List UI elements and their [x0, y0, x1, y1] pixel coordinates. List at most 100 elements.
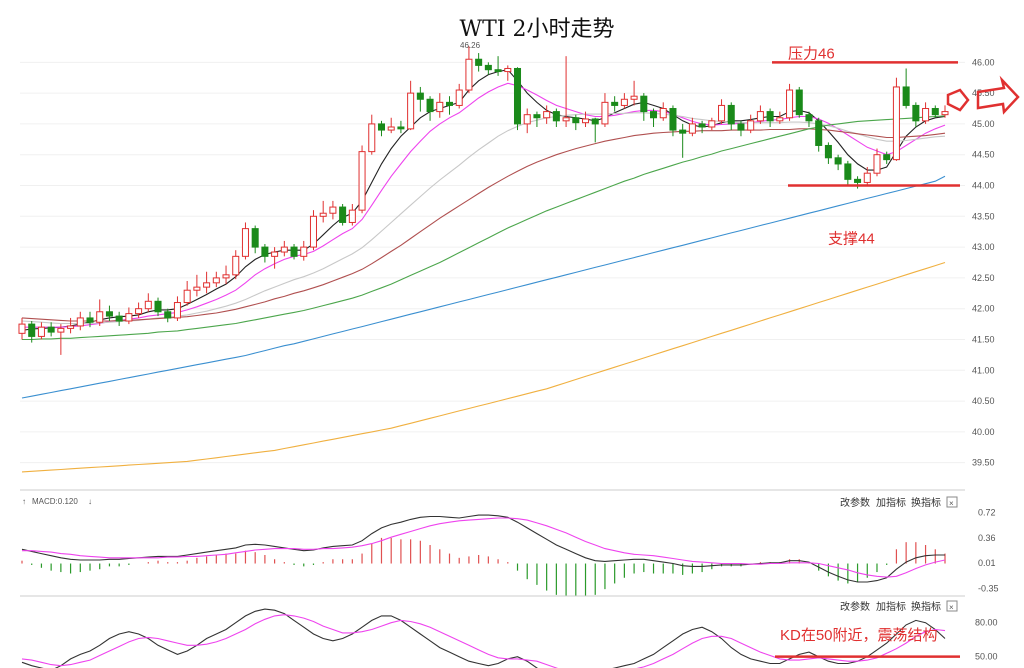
candle-body	[18, 323, 26, 334]
macd-up-icon: ↑	[22, 497, 26, 506]
candle-body	[407, 92, 415, 130]
candle-body	[815, 120, 823, 146]
candle-body	[513, 67, 522, 125]
candle-body	[727, 104, 735, 125]
ma-line-2	[21, 112, 946, 325]
candle-body	[135, 308, 143, 315]
candle-body	[931, 108, 939, 116]
price-tick-label: 43.00	[972, 242, 995, 252]
candle-body	[786, 89, 794, 119]
candle-body	[766, 111, 774, 122]
candle-body	[824, 144, 832, 159]
kd-d-line	[21, 614, 946, 668]
right-arrow-icon	[946, 75, 1020, 115]
candle-body	[562, 117, 570, 122]
candle-body	[475, 58, 483, 66]
candle-body	[854, 178, 862, 183]
candle-body	[290, 246, 298, 257]
high-label: 46.26	[460, 41, 481, 50]
kd-tick-label: 80.00	[975, 618, 998, 628]
add-indicator-button[interactable]: 加指标	[876, 600, 906, 613]
candle-body	[426, 98, 434, 113]
candle-body	[640, 95, 648, 113]
candle-body	[368, 123, 376, 153]
candle-body	[173, 302, 181, 319]
price-tick-label: 43.50	[972, 211, 995, 221]
candle-body	[873, 154, 881, 174]
candle-body	[737, 123, 745, 131]
candle-body	[844, 163, 852, 180]
macd-panel: ↑ MACD:0.120 ↓ 改参数 加指标 换指标 × 0.72 0.36 0.01 -0…	[20, 496, 999, 597]
candle-body	[329, 206, 337, 214]
macd-tick-label: 0.01	[978, 558, 996, 568]
candle-body	[47, 326, 55, 333]
candle-body	[620, 98, 628, 106]
candle-body	[941, 111, 949, 116]
candle-body	[582, 118, 590, 124]
candle-body	[834, 157, 842, 165]
candle-body	[203, 282, 211, 288]
candle-body	[241, 228, 249, 257]
kd-panel: 改参数 加指标 换指标 × 80.00 50.00 KD在50附近，震荡结构	[21, 600, 998, 668]
close-icon[interactable]	[946, 600, 958, 612]
candle-body	[883, 154, 891, 161]
candle-body	[86, 317, 94, 323]
price-tick-label: 42.50	[972, 273, 995, 283]
candle-body	[339, 206, 347, 223]
candle-body	[708, 120, 716, 128]
switch-indicator-button[interactable]: 换指标	[911, 600, 941, 613]
price-tick-label: 44.50	[972, 150, 995, 160]
close-icon-glyph: ×	[949, 603, 954, 612]
candle-body	[154, 300, 162, 313]
price-tick-label: 42.00	[972, 304, 995, 314]
macd-tick-label: 0.72	[978, 507, 996, 517]
change-params-button[interactable]: 改参数	[840, 496, 870, 509]
macd-controls: 改参数 加指标 换指标 ×	[840, 496, 958, 509]
candle-body	[28, 323, 36, 337]
candle-body	[630, 95, 638, 100]
candle-body	[902, 86, 910, 106]
candle-body	[688, 123, 696, 134]
kd-tick-label: 50.00	[975, 652, 998, 662]
candle-body	[232, 255, 240, 276]
kd-axis: 80.00 50.00	[975, 618, 998, 662]
price-tick-label: 46.00	[972, 57, 995, 67]
price-axis: 46.00 45.50 45.00 44.50 44.00 43.50 43.00 42.50…	[20, 57, 995, 468]
chart-title: WTI 2小时走势	[460, 17, 615, 42]
candle-body	[300, 246, 308, 257]
candle-body	[698, 123, 706, 128]
macd-lines	[21, 514, 946, 583]
candle-body	[504, 67, 512, 73]
support-resistance: 压力46 支撑44	[772, 45, 960, 248]
ma-line-0	[21, 69, 946, 331]
price-tick-label: 41.00	[972, 365, 995, 375]
price-tick-label: 41.50	[972, 334, 995, 344]
switch-indicator-button[interactable]: 换指标	[911, 496, 941, 509]
price-tick-label: 45.00	[972, 119, 995, 129]
change-params-button[interactable]: 改参数	[840, 600, 870, 613]
price-tick-label: 39.50	[972, 458, 995, 468]
candle-body	[795, 89, 803, 116]
candle-body	[37, 326, 45, 337]
candle-body	[416, 92, 424, 100]
candle-body	[193, 286, 201, 291]
candle-body	[222, 274, 230, 279]
candle-body	[96, 311, 104, 323]
candle-body	[67, 325, 75, 329]
close-icon[interactable]	[946, 496, 958, 508]
price-tick-label: 40.00	[972, 427, 995, 437]
candlesticks	[18, 46, 949, 355]
candle-body	[387, 126, 395, 131]
add-indicator-button[interactable]: 加指标	[876, 496, 906, 509]
price-tick-label: 45.50	[972, 88, 995, 98]
macd-axis: 0.72 0.36 0.01 -0.35	[978, 507, 999, 593]
candle-body	[552, 111, 560, 122]
candle-body	[455, 89, 463, 106]
kd-note: KD在50附近，震荡结构	[780, 627, 938, 644]
macd-tick-label: -0.35	[978, 583, 999, 593]
price-panel: 46.00 45.50 45.00 44.50 44.00 43.50 43.00 42.50…	[18, 41, 1020, 491]
candle-body	[922, 108, 930, 122]
candle-body	[523, 114, 531, 125]
candle-body	[377, 123, 385, 131]
candle-body	[659, 108, 667, 119]
